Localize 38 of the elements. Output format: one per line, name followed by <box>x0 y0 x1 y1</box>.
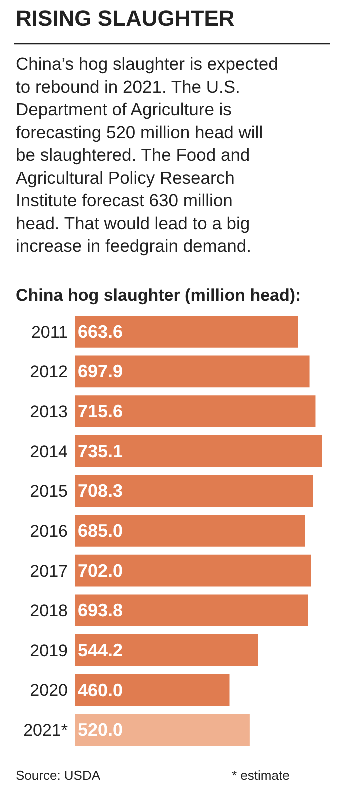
y-tick-label: 2019 <box>30 641 68 660</box>
bar <box>75 356 310 388</box>
data-label: 685.0 <box>78 521 124 541</box>
text: China’s hog slaughter is expected to rebound in 2021. The U.S. Department of Agriculture is forecasting 520 million head will be slaughtered. The Food and Agricultural Policy Research Institute forecast 630 million head. That would lead to a big increase in feedgrain demand. <box>16 54 278 256</box>
y-tick-label: 2014 <box>30 442 68 462</box>
data-label: 663.6 <box>78 322 124 342</box>
data-label: 460.0 <box>78 680 124 700</box>
y-tick-label: 2011 <box>31 322 68 342</box>
source-note: Source: USDA <box>16 768 101 783</box>
y-tick-label: 2013 <box>30 402 68 422</box>
data-label: 697.9 <box>78 362 124 382</box>
bar <box>75 674 230 706</box>
data-label: 715.6 <box>78 402 124 422</box>
bar <box>75 554 312 587</box>
bar <box>75 594 308 627</box>
data-label: 520.0 <box>78 720 124 740</box>
y-tick-label: 2015 <box>30 482 68 502</box>
data-label: 735.1 <box>78 441 124 462</box>
bar <box>75 714 250 746</box>
bar <box>75 435 322 468</box>
x-axis-title: China hog slaughter (million head): <box>16 286 302 305</box>
bar <box>75 515 306 547</box>
bar <box>75 316 298 348</box>
bar <box>75 634 258 666</box>
y-tick-label: 2020 <box>30 681 68 700</box>
y-tick-label: 2012 <box>30 362 68 382</box>
y-tick-label: 2017 <box>30 562 68 581</box>
bar <box>75 475 314 508</box>
y-tick-label: 2021* <box>24 721 68 740</box>
bar <box>75 396 316 428</box>
text: * estimate <box>232 768 290 783</box>
y-tick-label: 2016 <box>30 522 68 541</box>
data-label: 693.8 <box>78 600 124 621</box>
chart-title: RISING SLAUGHTER <box>16 6 235 31</box>
data-label: 708.3 <box>78 481 124 502</box>
y-tick-label: 2018 <box>30 602 68 621</box>
data-label: 702.0 <box>78 560 124 581</box>
data-label: 544.2 <box>78 640 124 660</box>
